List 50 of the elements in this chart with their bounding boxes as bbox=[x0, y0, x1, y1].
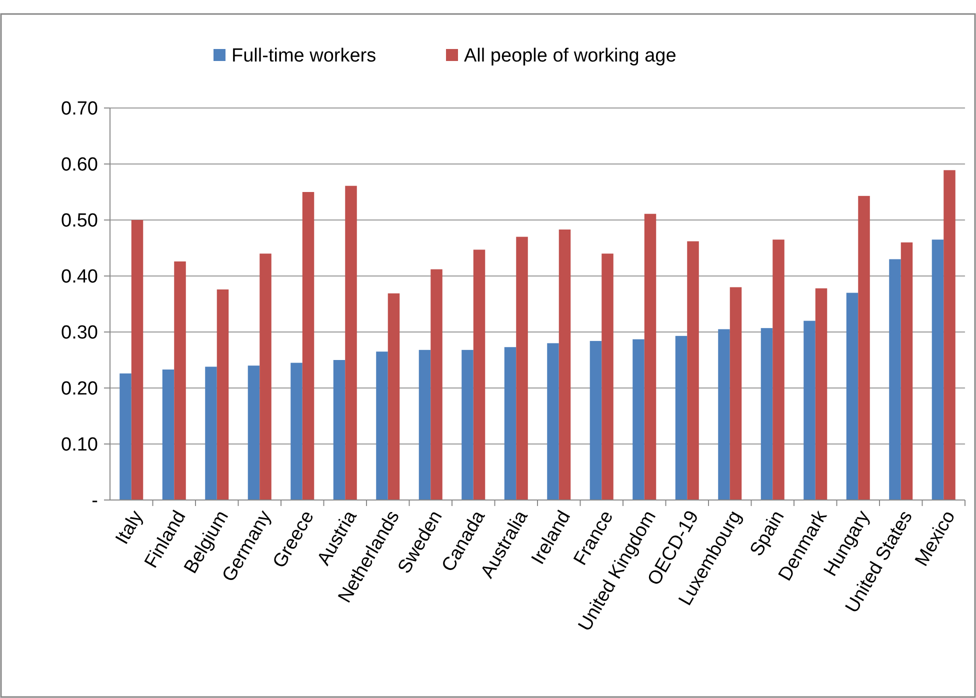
bar bbox=[462, 350, 474, 500]
bar bbox=[602, 254, 614, 500]
bar bbox=[760, 328, 773, 500]
bar bbox=[516, 236, 528, 500]
bar bbox=[547, 343, 559, 500]
bar bbox=[290, 362, 302, 500]
bar bbox=[162, 370, 174, 500]
bar bbox=[815, 288, 828, 500]
bar bbox=[248, 366, 260, 500]
bar bbox=[772, 240, 784, 500]
bar bbox=[388, 293, 400, 500]
bar bbox=[632, 339, 644, 500]
bar bbox=[730, 287, 742, 500]
legend-label: Full-time workers bbox=[232, 46, 376, 67]
bar bbox=[846, 292, 858, 500]
bar bbox=[205, 366, 217, 500]
y-tick-label: 0.60 bbox=[61, 154, 98, 176]
bar bbox=[418, 350, 431, 500]
y-tick-label: 0.10 bbox=[61, 434, 98, 456]
bar bbox=[120, 373, 132, 500]
y-tick-label: 0.20 bbox=[61, 378, 98, 400]
bar bbox=[174, 261, 186, 500]
bar bbox=[558, 230, 571, 500]
bar bbox=[216, 289, 229, 500]
bar bbox=[473, 250, 486, 500]
bar bbox=[687, 241, 699, 500]
bar bbox=[804, 320, 816, 500]
y-tick-label: 0.40 bbox=[61, 266, 98, 288]
y-tick-label: - bbox=[92, 490, 98, 512]
bar bbox=[260, 254, 272, 500]
y-tick-label: 0.70 bbox=[61, 98, 98, 120]
bar bbox=[504, 347, 516, 500]
bar bbox=[644, 214, 656, 500]
y-tick-label: 0.50 bbox=[61, 210, 98, 232]
bar bbox=[590, 340, 602, 500]
bar bbox=[131, 220, 144, 500]
legend-label: All people of working age bbox=[464, 46, 676, 67]
bar bbox=[900, 242, 913, 500]
bar bbox=[932, 240, 944, 500]
bar bbox=[302, 192, 314, 500]
y-tick-label: 0.30 bbox=[61, 322, 98, 344]
bar bbox=[345, 186, 357, 500]
bar bbox=[944, 170, 956, 500]
bar bbox=[333, 360, 346, 500]
bar bbox=[889, 259, 901, 500]
bar bbox=[376, 352, 388, 500]
bar bbox=[430, 269, 442, 500]
bar bbox=[858, 196, 870, 500]
bar bbox=[675, 336, 688, 500]
bar bbox=[718, 329, 730, 500]
